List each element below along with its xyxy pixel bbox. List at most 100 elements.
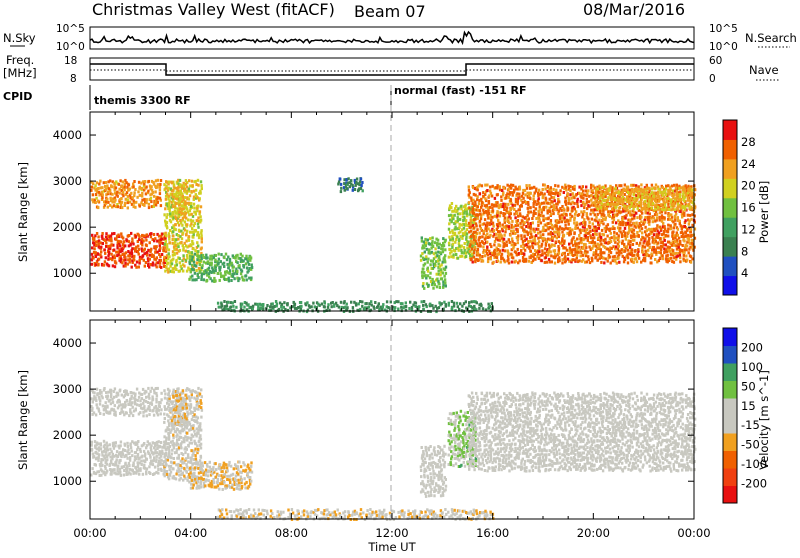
heatmap-cell bbox=[109, 179, 111, 182]
heatmap-cell bbox=[172, 258, 174, 261]
heatmap-cell bbox=[186, 223, 188, 226]
heatmap-cell bbox=[339, 178, 341, 181]
heatmap-cell bbox=[229, 258, 231, 261]
heatmap-cell bbox=[685, 248, 687, 251]
heatmap-cell bbox=[636, 260, 638, 263]
heatmap-cell bbox=[101, 464, 103, 467]
heatmap-cell bbox=[429, 303, 431, 306]
heatmap-cell bbox=[172, 200, 174, 203]
heatmap-cell bbox=[249, 255, 251, 258]
heatmap-cell bbox=[160, 412, 162, 415]
heatmap-cell bbox=[173, 442, 175, 445]
heatmap-cell bbox=[114, 387, 116, 390]
heatmap-cell bbox=[464, 242, 466, 245]
heatmap-cell bbox=[283, 301, 285, 304]
heatmap-cell bbox=[166, 470, 168, 473]
heatmap-cell bbox=[673, 194, 675, 197]
heatmap-cell bbox=[150, 197, 152, 200]
heatmap-cell bbox=[679, 204, 681, 207]
heatmap-cell bbox=[580, 254, 582, 257]
heatmap-cell bbox=[335, 302, 337, 305]
heatmap-cell bbox=[212, 270, 214, 273]
heatmap-cell bbox=[655, 203, 657, 206]
heatmap-cell bbox=[101, 396, 103, 399]
heatmap-cell bbox=[581, 192, 583, 195]
heatmap-cell bbox=[94, 397, 96, 400]
heatmap-cell bbox=[646, 191, 648, 194]
heatmap-cell bbox=[152, 181, 154, 184]
heatmap-cell bbox=[163, 213, 165, 216]
heatmap-cell bbox=[618, 245, 620, 248]
heatmap-cell bbox=[691, 213, 693, 216]
heatmap-cell bbox=[159, 445, 161, 448]
heatmap-cell bbox=[473, 226, 475, 229]
heatmap-cell bbox=[508, 238, 510, 241]
heatmap-cell bbox=[149, 409, 151, 412]
heatmap-cell bbox=[559, 189, 561, 192]
heatmap-cell bbox=[684, 206, 686, 209]
heatmap-cell bbox=[603, 186, 605, 189]
heatmap-cell bbox=[95, 193, 97, 196]
heatmap-cell bbox=[168, 235, 170, 238]
heatmap-cell bbox=[457, 257, 459, 260]
heatmap-cell bbox=[648, 205, 650, 208]
heatmap-cell bbox=[673, 244, 675, 247]
heatmap-cell bbox=[494, 252, 496, 255]
heatmap-cell bbox=[131, 454, 133, 457]
heatmap-cell bbox=[507, 252, 509, 255]
heatmap-cell bbox=[228, 277, 230, 280]
heatmap-cell bbox=[122, 191, 124, 194]
heatmap-cell bbox=[442, 272, 444, 275]
heatmap-cell bbox=[421, 300, 423, 303]
heatmap-cell bbox=[111, 258, 113, 261]
heatmap-cell bbox=[660, 197, 662, 200]
heatmap-cell bbox=[624, 217, 626, 220]
heatmap-cell bbox=[117, 465, 119, 468]
heatmap-cell bbox=[424, 262, 426, 265]
heatmap-cell bbox=[564, 247, 566, 250]
heatmap-cell bbox=[195, 269, 197, 272]
heatmap-cell bbox=[198, 267, 200, 270]
heatmap-cell bbox=[114, 411, 116, 414]
heatmap-cell bbox=[135, 266, 137, 269]
heatmap-cell bbox=[626, 245, 628, 248]
heatmap-cell bbox=[563, 191, 565, 194]
heatmap-cell bbox=[517, 248, 519, 251]
heatmap-cell bbox=[517, 241, 519, 244]
heatmap-cell bbox=[119, 240, 121, 243]
heatmap-cell bbox=[667, 197, 669, 200]
heatmap-cell bbox=[683, 240, 685, 243]
heatmap-cell bbox=[640, 188, 642, 191]
heatmap-cell bbox=[192, 184, 194, 187]
heatmap-cell bbox=[200, 205, 202, 208]
heatmap-cell bbox=[487, 210, 489, 213]
heatmap-cell bbox=[516, 212, 518, 215]
heatmap-cell bbox=[126, 392, 128, 395]
heatmap-cell bbox=[637, 234, 639, 237]
heatmap-cell bbox=[173, 252, 175, 255]
heatmap-cell bbox=[167, 262, 169, 265]
heatmap-cell bbox=[527, 240, 529, 243]
nsky-trace bbox=[90, 32, 694, 43]
heatmap-cell bbox=[489, 305, 491, 308]
heatmap-cell bbox=[468, 201, 470, 204]
heatmap-cell bbox=[201, 237, 203, 240]
heatmap-cell bbox=[659, 257, 661, 260]
heatmap-cell bbox=[194, 249, 196, 252]
heatmap-cell bbox=[473, 212, 475, 215]
heatmap-cell bbox=[586, 228, 588, 231]
heatmap-cell bbox=[129, 261, 131, 264]
heatmap-cell bbox=[196, 262, 198, 265]
heatmap-cell bbox=[220, 303, 222, 306]
heatmap-cell bbox=[99, 412, 101, 415]
heatmap-cell bbox=[552, 192, 554, 195]
heatmap-cell bbox=[194, 272, 196, 275]
heatmap-cell bbox=[591, 258, 593, 261]
heatmap-cell bbox=[602, 257, 604, 260]
heatmap-cell bbox=[644, 250, 646, 253]
heatmap-cell bbox=[168, 428, 170, 431]
heatmap-cell bbox=[119, 244, 121, 247]
heatmap-cell bbox=[178, 229, 180, 232]
heatmap-cell bbox=[660, 248, 662, 251]
heatmap-cell bbox=[219, 266, 221, 269]
